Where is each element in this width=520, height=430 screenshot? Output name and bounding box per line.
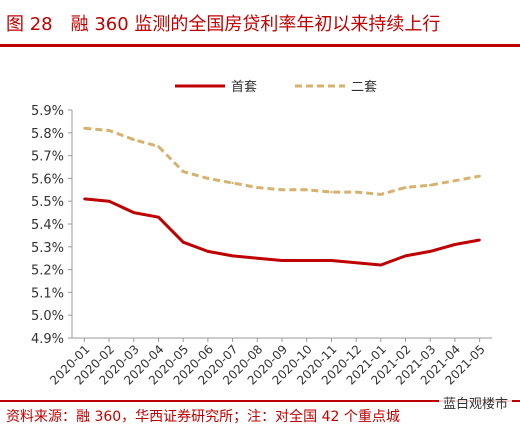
data-point: [305, 188, 308, 191]
y-tick-label: 5.3%: [31, 241, 64, 256]
data-point: [256, 257, 259, 260]
data-point: [206, 250, 210, 253]
data-point: [354, 190, 358, 194]
y-tick-label: 5.6%: [31, 172, 64, 187]
y-tick-label: 5.2%: [31, 264, 64, 279]
series-layer: [83, 126, 481, 267]
legend-label-2: 二套: [351, 79, 377, 95]
data-point: [280, 188, 284, 191]
data-point: [404, 186, 407, 189]
source-note: 资料来源：融 360，华西证券研究所；注：对全国 42 个重点城: [6, 409, 400, 425]
legend-label-1: 首套: [231, 79, 257, 95]
data-point: [429, 250, 432, 253]
data-point: [157, 215, 160, 219]
data-point: [280, 259, 284, 262]
data-point: [206, 177, 210, 180]
data-point: [379, 193, 383, 196]
data-point: [330, 190, 333, 194]
data-point: [379, 263, 383, 267]
data-point: [330, 259, 333, 262]
y-tick-label: 5.1%: [31, 286, 64, 301]
figure-title: 图 28 融 360 监测的全国房贷利率年初以来持续上行: [6, 14, 441, 35]
y-tick-label: 5.8%: [31, 127, 64, 142]
data-point: [429, 184, 432, 187]
data-point: [181, 170, 185, 173]
series-line-1: [84, 197, 480, 267]
data-point: [453, 179, 457, 182]
data-point: [478, 174, 481, 178]
axes: 4.9% 5.0% 5.1% 5.2% 5.3% 5.4% 5.5% 5.6% 5.7% 5.8%…: [31, 104, 492, 388]
data-point: [256, 186, 259, 189]
watermark: 蓝白观楼市: [438, 392, 512, 413]
bottom-divider: [0, 400, 520, 402]
line-chart: 首套 二套 4.9% 5.0% 5.1% 5.2% 5.3% 5.4% 5.5% 5.6% 5.7…: [31, 79, 492, 388]
data-point: [231, 254, 234, 258]
data-point: [83, 197, 86, 201]
data-point: [404, 254, 407, 258]
data-point: [83, 127, 86, 130]
y-tick-label: 5.4%: [31, 218, 64, 233]
data-point: [132, 138, 135, 141]
data-point: [181, 241, 185, 244]
y-tick-label: 5.5%: [31, 195, 64, 210]
data-point: [231, 181, 234, 185]
data-point: [132, 211, 135, 214]
y-tick-label: 5.7%: [31, 150, 64, 165]
data-point: [453, 243, 457, 246]
data-point: [107, 200, 111, 203]
data-point: [478, 238, 481, 242]
y-tick-label: 5.0%: [31, 309, 64, 324]
series-line-2: [84, 126, 480, 196]
data-point: [305, 259, 308, 262]
y-tick-label: 4.9%: [31, 332, 64, 347]
data-point: [107, 129, 111, 132]
data-point: [354, 261, 358, 264]
legend: 首套 二套: [175, 79, 377, 95]
top-divider: [0, 44, 520, 47]
data-point: [157, 145, 160, 148]
y-tick-label: 5.9%: [31, 104, 64, 119]
